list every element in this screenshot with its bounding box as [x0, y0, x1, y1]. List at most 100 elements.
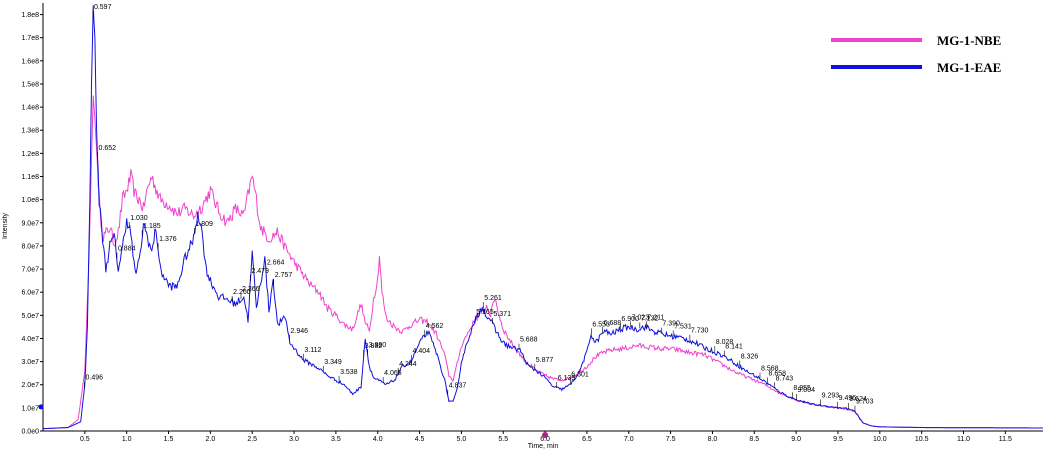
x-tick-label: 7.0: [624, 436, 634, 443]
x-tick-label: 3.5: [331, 436, 341, 443]
peak-label: 9.703: [856, 399, 874, 406]
x-axis-label: Time, min: [528, 443, 559, 450]
y-axis-label: Intensity: [2, 212, 9, 239]
peak-label: 0.884: [118, 246, 136, 253]
x-tick-label: 10.0: [873, 436, 887, 443]
x-tick-label: 11.5: [999, 436, 1012, 443]
peak-label: 7.132: [641, 315, 659, 322]
x-tick-label: 1.0: [122, 436, 132, 443]
legend: MG-1-NBE MG-1-EAE: [831, 33, 1001, 75]
peak-label: 1.376: [159, 236, 177, 243]
x-tick-label: 8.5: [749, 436, 759, 443]
peak-label: 2.366: [242, 286, 260, 293]
peak-label: 5.165: [476, 309, 494, 316]
peak-label: 0.496: [86, 375, 104, 382]
y-tick-label: 3.0e7: [21, 359, 39, 366]
peak-label: 2.664: [267, 259, 285, 266]
y-tick-label: 7.0e7: [21, 267, 39, 274]
peak-label: 8.326: [741, 354, 759, 361]
peak-label: 5.371: [493, 311, 511, 318]
peak-label: 5.877: [536, 357, 554, 364]
x-tick-label: 3.0: [289, 436, 299, 443]
x-tick-label: 10.5: [915, 436, 929, 443]
y-tick-label: 1.8e8: [21, 12, 39, 19]
peak-label: 3.349: [324, 359, 342, 366]
peak-label: 1.030: [130, 215, 148, 222]
y-tick-label: 5.0e7: [21, 313, 39, 320]
series-line-eae: [42, 5, 1043, 430]
peak-label: 6.139: [558, 375, 576, 382]
peak-label: 8.955: [793, 385, 811, 392]
peak-label: 9.293: [822, 392, 840, 399]
start-marker-icon: [38, 404, 44, 410]
y-tick-label: 1.3e8: [21, 128, 39, 135]
peak-label: 6.900: [621, 316, 639, 323]
y-tick-label: 6.0e7: [21, 290, 39, 297]
legend-label-nbe: MG-1-NBE: [937, 33, 1001, 48]
x-tick-label: 2.5: [247, 436, 257, 443]
x-tick-label: 9.5: [833, 436, 843, 443]
x-tick-label: 6.0: [540, 436, 550, 443]
peak-label: 3.880: [369, 342, 387, 349]
x-tick-label: 1.5: [164, 436, 174, 443]
x-tick-label: 6.5: [582, 436, 592, 443]
peak-label: 6.301: [571, 372, 589, 379]
peak-label: 8.028: [716, 339, 734, 346]
peak-label: 2.260: [233, 289, 251, 296]
x-tick-label: 5.0: [457, 436, 467, 443]
peak-label: 7.023: [632, 314, 650, 321]
x-tick-label: 2.0: [205, 436, 215, 443]
x-tick-label: 4.5: [415, 436, 425, 443]
y-tick-label: 0.0e0: [21, 429, 39, 436]
peak-label: 2.479: [251, 268, 269, 275]
peak-label: 6.688: [604, 320, 622, 327]
x-tick-label: 0.5: [80, 436, 90, 443]
peak-label: 0.597: [94, 4, 112, 11]
peak-label: 4.244: [399, 361, 417, 368]
y-tick-label: 2.0e7: [21, 382, 39, 389]
time-marker-icon: [542, 432, 549, 438]
peak-label: 2.946: [291, 328, 309, 335]
x-tick-label: 4.0: [373, 436, 383, 443]
peak-label: 5.688: [520, 337, 538, 344]
y-tick-label: 8.0e7: [21, 243, 39, 250]
peak-label: 9.004: [797, 387, 815, 394]
series-layer: [42, 5, 1043, 430]
peak-label: 6.553: [592, 321, 610, 328]
peak-label: 7.390: [662, 321, 680, 328]
peak-label: 8.141: [725, 344, 743, 351]
axes-layer: 0.5 1.0 1.5 2.0 2.5 3.0 3.5 4.0 4.5 5.0 5.5 6.0 6.5 7…: [21, 3, 1043, 443]
y-tick-label: 1.5e8: [21, 81, 39, 88]
peak-label: 3.832: [365, 343, 383, 350]
peak-label: 8.743: [776, 375, 794, 382]
peak-label: 4.562: [426, 323, 444, 330]
peak-label: 4.404: [413, 348, 431, 355]
peak-label: 1.185: [143, 223, 161, 230]
y-tick-label: 1.7e8: [21, 35, 39, 42]
x-tick-label: 8.0: [708, 436, 718, 443]
peak-label: 7.531: [674, 324, 692, 331]
peak-label: 3.112: [304, 347, 321, 354]
y-tick-label: 1.4e8: [21, 105, 39, 112]
y-tick-label: 1.0e7: [21, 405, 39, 412]
x-tick-label: 7.5: [666, 436, 676, 443]
peak-label: 8.658: [769, 370, 787, 377]
y-tick-label: 1.1e8: [21, 174, 39, 181]
peak-label: 2.757: [275, 272, 293, 279]
y-tick-label: 4.0e7: [21, 336, 39, 343]
y-tick-label: 9.0e7: [21, 220, 39, 227]
peak-label: 4.065: [384, 370, 402, 377]
x-tick-label: 9.0: [791, 436, 801, 443]
x-tick-label: 5.5: [498, 436, 508, 443]
peak-label: 9.496: [839, 395, 857, 402]
x-tick-label: 11.0: [957, 436, 970, 443]
peak-label: 5.261: [484, 295, 502, 302]
y-tick-label: 1.2e8: [21, 151, 39, 158]
peak-label: 3.538: [340, 369, 358, 376]
y-tick-label: 1.0e8: [21, 197, 39, 204]
y-tick-label: 1.6e8: [21, 58, 39, 65]
peak-label: 8.568: [761, 366, 779, 373]
peak-label: 7.730: [691, 328, 709, 335]
